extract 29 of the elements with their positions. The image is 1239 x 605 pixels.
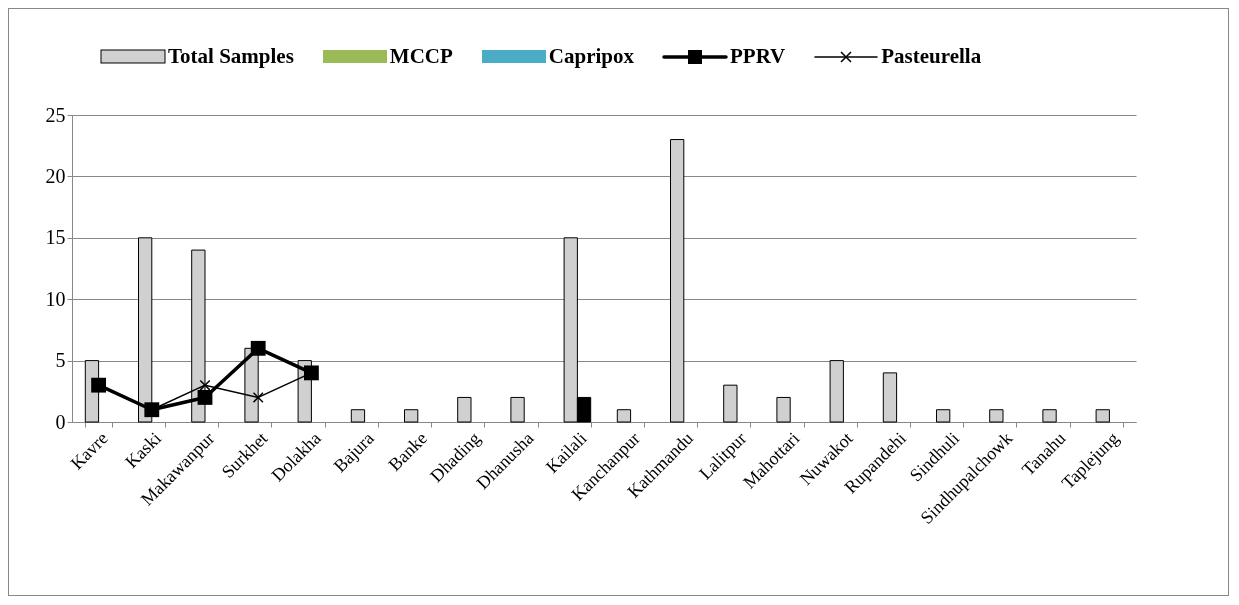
y-tick-label: 20 bbox=[45, 164, 66, 187]
bar bbox=[1095, 409, 1110, 423]
bar bbox=[457, 396, 472, 423]
point bbox=[252, 391, 264, 403]
bar bbox=[616, 409, 632, 423]
bar bbox=[829, 360, 844, 423]
y-tick-label: 5 bbox=[55, 349, 66, 372]
legend-label: Capripox bbox=[548, 44, 635, 69]
bar bbox=[776, 396, 791, 423]
bar bbox=[723, 384, 738, 423]
point bbox=[199, 379, 211, 391]
bar bbox=[936, 409, 951, 423]
bar bbox=[350, 409, 366, 423]
y-tick-label: 25 bbox=[45, 103, 66, 126]
legend-label: PPRV bbox=[730, 44, 786, 69]
legend-label: MCCP bbox=[389, 44, 453, 69]
bar bbox=[510, 396, 525, 423]
bar bbox=[1042, 409, 1057, 423]
point bbox=[197, 390, 213, 405]
bar bbox=[404, 409, 419, 423]
legend-label: Total Samples bbox=[168, 44, 294, 69]
bar bbox=[670, 139, 685, 423]
bar bbox=[989, 409, 1004, 423]
y-tick-label: 15 bbox=[45, 226, 66, 249]
y-tick-label: 10 bbox=[45, 287, 66, 310]
bar bbox=[882, 372, 898, 423]
legend-label: Pasteurella bbox=[881, 44, 982, 69]
y-tick-label: 0 bbox=[55, 410, 66, 433]
point bbox=[250, 340, 266, 356]
